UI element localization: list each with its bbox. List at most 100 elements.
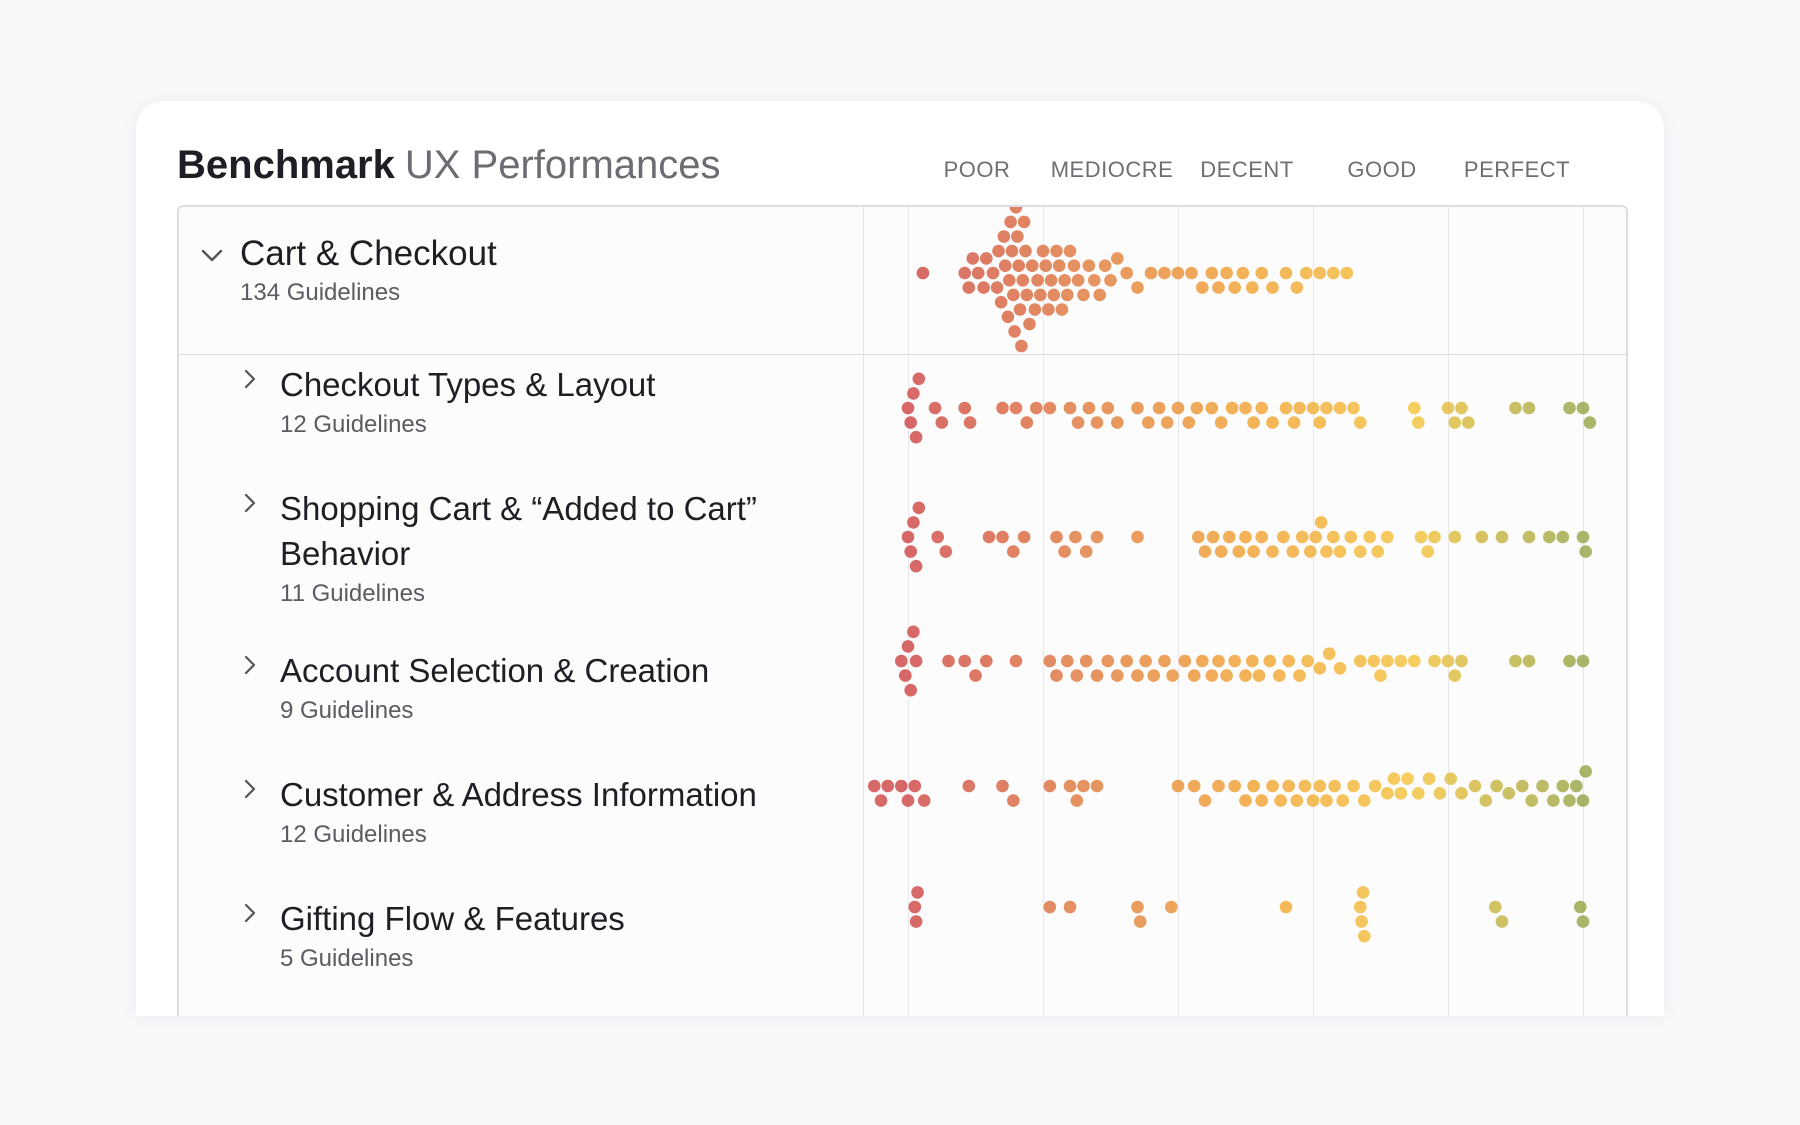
guideline-dot[interactable]	[1239, 530, 1252, 544]
guideline-dot[interactable]	[1579, 765, 1592, 778]
guideline-dot[interactable]	[1009, 401, 1023, 415]
guideline-dot[interactable]	[1354, 654, 1367, 668]
guideline-dot[interactable]	[1131, 281, 1144, 294]
guideline-dot[interactable]	[1448, 669, 1462, 682]
guideline-dot[interactable]	[1246, 281, 1259, 294]
guideline-dot[interactable]	[1583, 416, 1597, 429]
guideline-dot[interactable]	[1063, 401, 1077, 415]
guideline-dot[interactable]	[1428, 654, 1441, 668]
guideline-dot[interactable]	[1090, 779, 1104, 793]
guideline-dot[interactable]	[996, 401, 1009, 415]
guideline-dot[interactable]	[1031, 274, 1044, 287]
guideline-dot[interactable]	[1160, 416, 1174, 429]
guideline-dot[interactable]	[1306, 794, 1320, 807]
row-title-cart-checkout[interactable]: Cart & Checkout	[240, 234, 497, 273]
guideline-dot[interactable]	[1255, 794, 1268, 807]
guideline-dot[interactable]	[1077, 779, 1090, 793]
guideline-dot[interactable]	[1355, 915, 1368, 928]
guideline-dot[interactable]	[1111, 416, 1124, 429]
guideline-dot[interactable]	[1043, 654, 1057, 668]
guideline-dot[interactable]	[1455, 401, 1468, 415]
guideline-dot[interactable]	[1266, 779, 1279, 793]
guideline-dot[interactable]	[966, 252, 980, 265]
guideline-dot[interactable]	[1354, 900, 1367, 914]
guideline-dot[interactable]	[901, 794, 915, 807]
guideline-dot[interactable]	[1428, 530, 1441, 544]
guideline-dot[interactable]	[1187, 779, 1201, 793]
guideline-dot[interactable]	[1576, 401, 1590, 415]
guideline-dot[interactable]	[1401, 772, 1414, 785]
guideline-dot[interactable]	[1152, 401, 1166, 415]
guideline-dot[interactable]	[1079, 545, 1093, 558]
guideline-dot[interactable]	[1255, 266, 1268, 280]
guideline-dot[interactable]	[1070, 669, 1084, 682]
guideline-dot[interactable]	[1101, 654, 1115, 668]
guideline-dot[interactable]	[1205, 266, 1219, 280]
guideline-dot[interactable]	[1381, 530, 1394, 544]
guideline-dot[interactable]	[998, 259, 1012, 272]
guideline-dot[interactable]	[1030, 401, 1043, 415]
guideline-dot[interactable]	[1082, 259, 1096, 272]
guideline-dot[interactable]	[1212, 654, 1225, 668]
guideline-dot[interactable]	[909, 654, 923, 668]
guideline-dot[interactable]	[1336, 794, 1349, 807]
guideline-dot[interactable]	[1131, 669, 1144, 682]
guideline-dot[interactable]	[911, 886, 924, 899]
guideline-dot[interactable]	[1055, 303, 1069, 316]
guideline-dot[interactable]	[1502, 787, 1516, 800]
guideline-dot[interactable]	[1039, 259, 1052, 272]
guideline-dot[interactable]	[1279, 401, 1293, 415]
guideline-dot[interactable]	[1001, 310, 1015, 324]
guideline-dot[interactable]	[1079, 654, 1093, 668]
guideline-dot[interactable]	[1036, 244, 1050, 258]
guideline-dot[interactable]	[1371, 545, 1385, 558]
guideline-dot[interactable]	[962, 779, 976, 793]
guideline-dot[interactable]	[1061, 654, 1074, 668]
guideline-dot[interactable]	[1313, 416, 1327, 429]
guideline-dot[interactable]	[1522, 401, 1536, 415]
guideline-dot[interactable]	[1363, 530, 1376, 544]
guideline-dot[interactable]	[1047, 288, 1061, 302]
guideline-dot[interactable]	[1205, 669, 1219, 682]
guideline-dot[interactable]	[1394, 654, 1408, 668]
guideline-dot[interactable]	[1212, 779, 1225, 793]
guideline-dot[interactable]	[997, 230, 1011, 243]
guideline-dot[interactable]	[1028, 303, 1042, 316]
guideline-dot[interactable]	[1220, 669, 1233, 682]
guideline-dot[interactable]	[1475, 530, 1489, 544]
guideline-dot[interactable]	[1263, 654, 1277, 668]
guideline-dot[interactable]	[1171, 401, 1185, 415]
guideline-dot[interactable]	[1293, 669, 1306, 682]
guideline-dot[interactable]	[977, 281, 990, 294]
expand-chevron-icon[interactable]	[244, 493, 256, 513]
guideline-dot[interactable]	[1576, 915, 1590, 928]
guideline-dot[interactable]	[958, 654, 971, 668]
guideline-dot[interactable]	[1016, 274, 1030, 287]
guideline-dot[interactable]	[912, 501, 926, 515]
guideline-dot[interactable]	[1495, 530, 1509, 544]
guideline-dot[interactable]	[1144, 266, 1158, 280]
guideline-dot[interactable]	[912, 372, 926, 386]
guideline-dot[interactable]	[1071, 416, 1085, 429]
guideline-dot[interactable]	[1327, 266, 1340, 280]
guideline-dot[interactable]	[1088, 274, 1101, 287]
guideline-dot[interactable]	[1282, 654, 1295, 668]
guideline-dot[interactable]	[1300, 266, 1313, 280]
guideline-dot[interactable]	[1228, 779, 1241, 793]
guideline-dot[interactable]	[1247, 779, 1260, 793]
guideline-dot[interactable]	[1563, 794, 1576, 807]
guideline-dot[interactable]	[1441, 654, 1455, 668]
guideline-dot[interactable]	[1005, 244, 1019, 258]
guideline-dot[interactable]	[917, 794, 931, 807]
guideline-dot[interactable]	[1333, 662, 1347, 675]
guideline-dot[interactable]	[1171, 779, 1185, 793]
guideline-dot[interactable]	[963, 416, 977, 429]
guideline-dot[interactable]	[1509, 654, 1522, 668]
guideline-dot[interactable]	[1198, 794, 1212, 807]
guideline-dot[interactable]	[1019, 244, 1032, 258]
guideline-dot[interactable]	[982, 530, 996, 544]
guideline-dot[interactable]	[1198, 545, 1212, 558]
guideline-dot[interactable]	[1574, 900, 1587, 914]
guideline-dot[interactable]	[1063, 244, 1077, 258]
guideline-dot[interactable]	[1187, 669, 1201, 682]
